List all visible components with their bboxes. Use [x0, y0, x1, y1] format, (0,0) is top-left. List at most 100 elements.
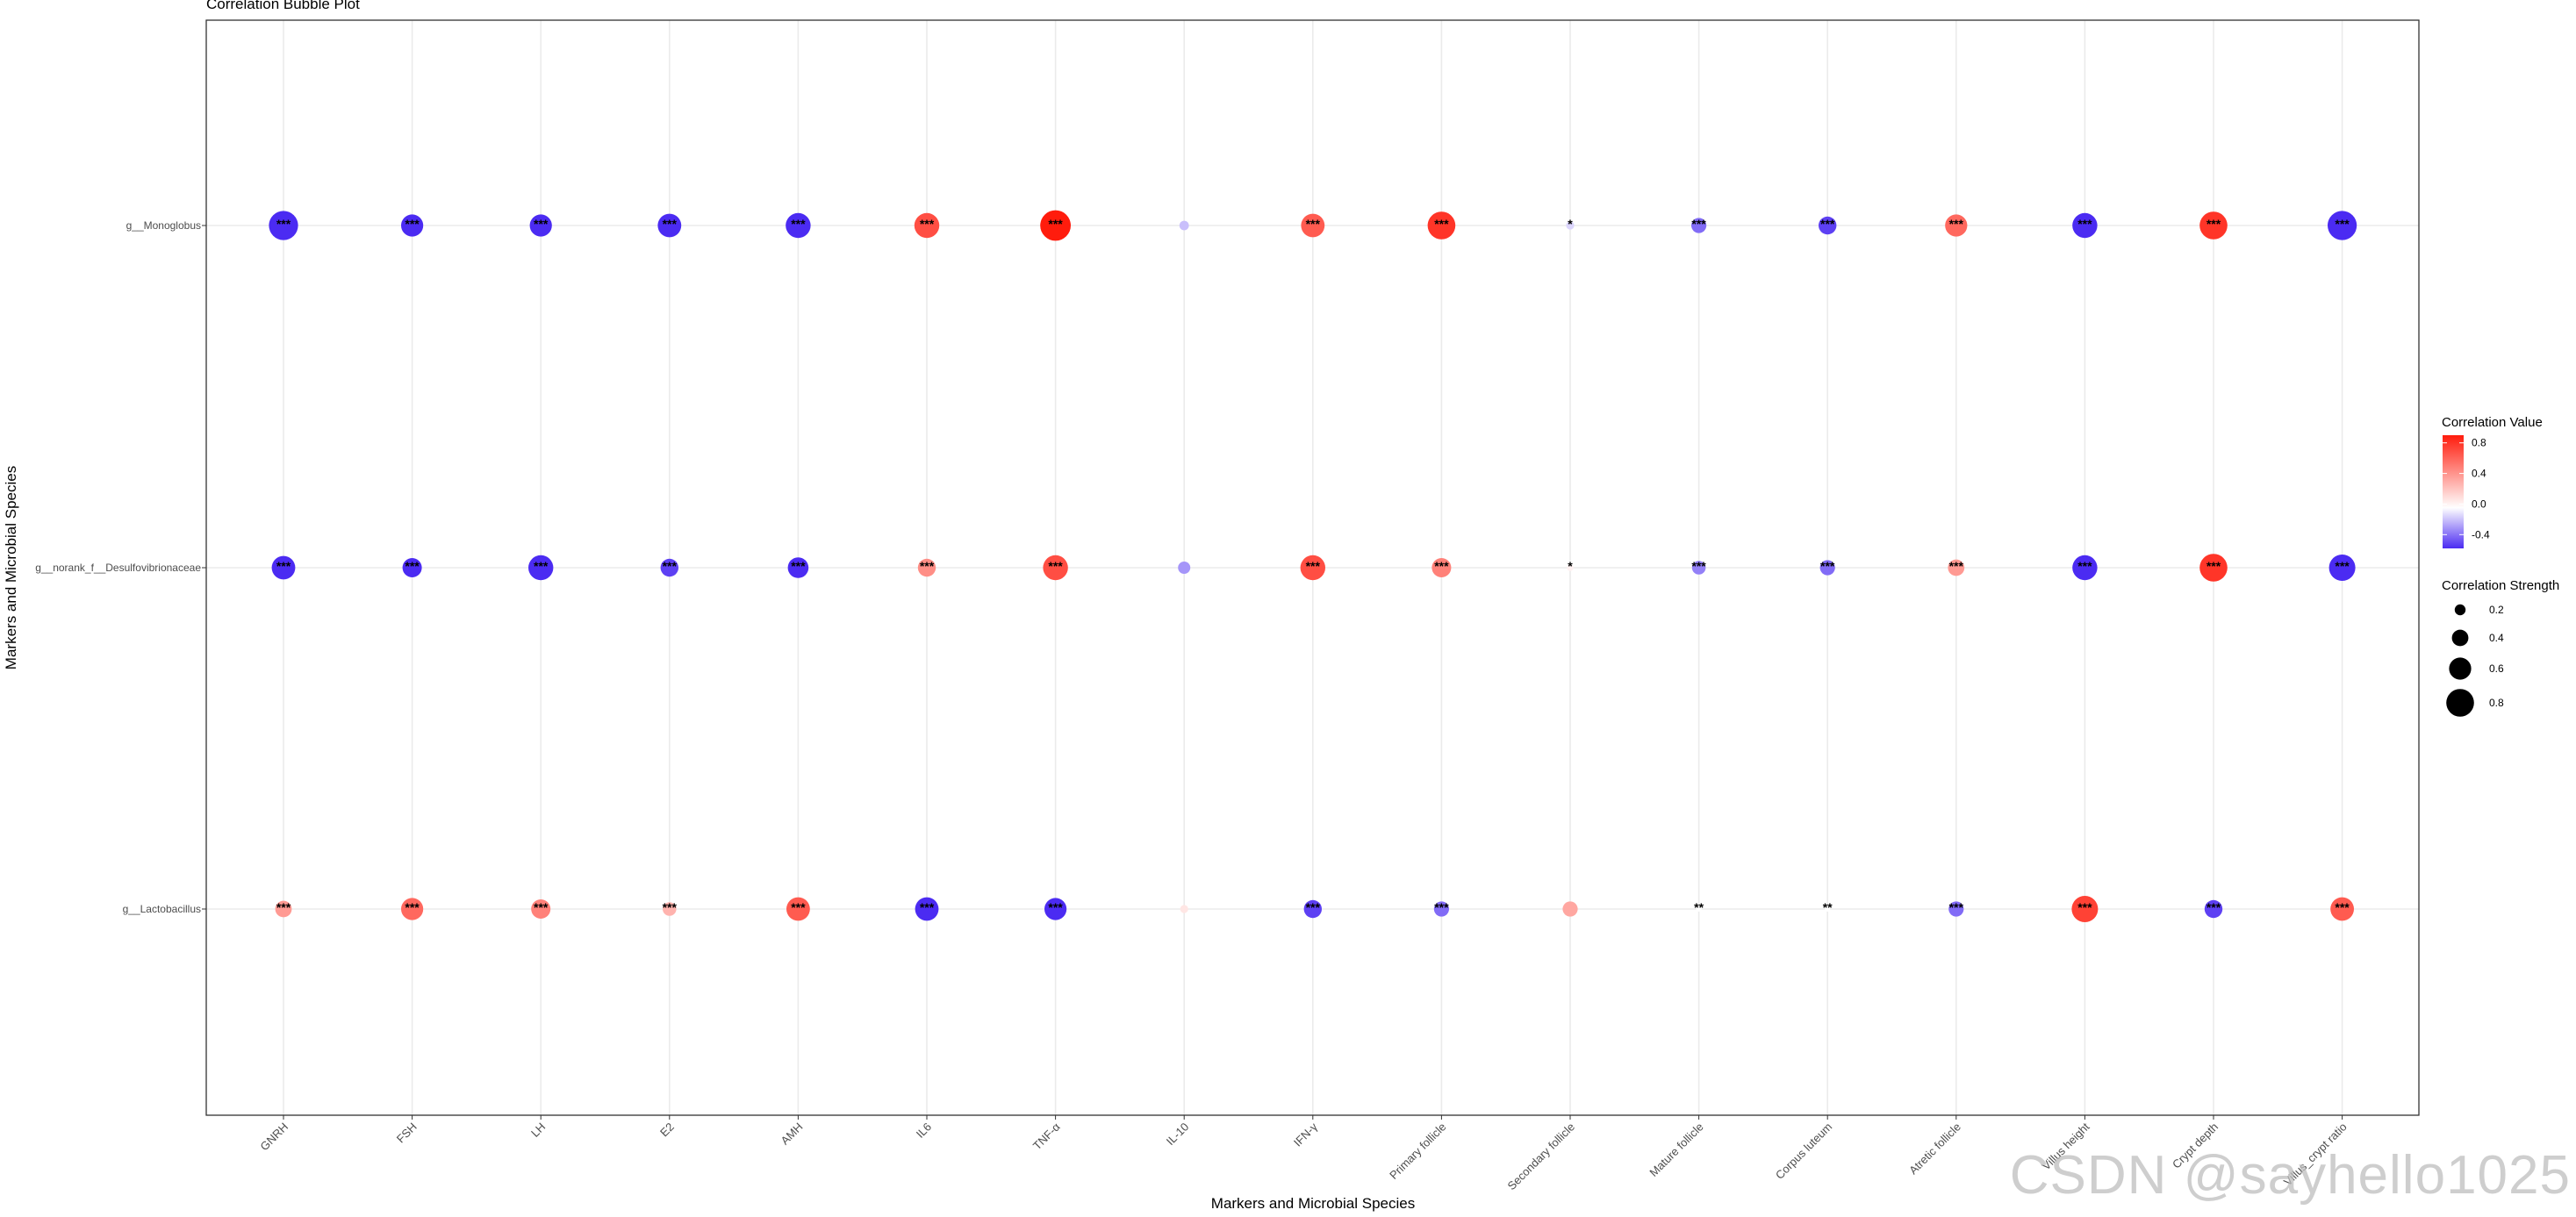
bubble-point	[1044, 898, 1067, 920]
x-tick-label: TNF-α	[1030, 1120, 1063, 1152]
significance-label: ***	[920, 559, 935, 573]
significance-label: ***	[405, 900, 420, 914]
significance-label: ***	[791, 217, 806, 231]
significance-label: ***	[663, 900, 678, 914]
significance-label: ***	[1048, 217, 1063, 231]
color-legend-title: Correlation Value	[2442, 415, 2543, 430]
significance-label: **	[1694, 900, 1704, 914]
significance-label: *	[1568, 559, 1573, 573]
significance-label: ***	[1691, 217, 1706, 231]
significance-label: ***	[2335, 900, 2350, 914]
bubble-point	[1427, 211, 1456, 240]
bubble-point	[1433, 901, 1449, 917]
size-legend-label: 0.6	[2489, 662, 2504, 675]
bubble-point	[1696, 906, 1702, 912]
bubble-point	[2204, 899, 2223, 919]
bubble-point	[1691, 218, 1707, 233]
significance-label: ***	[534, 559, 549, 573]
bubble-point	[1567, 564, 1574, 571]
significance-label: ***	[534, 900, 549, 914]
size-legend-title: Correlation Strength	[2442, 578, 2559, 593]
significance-label: ***	[791, 900, 806, 914]
bubble-point	[401, 214, 424, 237]
x-tick-label: FSH	[394, 1120, 420, 1146]
bubble-point	[1301, 213, 1325, 238]
bubble-point	[663, 902, 677, 916]
significance-label: **	[1823, 900, 1833, 914]
x-tick-label: LH	[528, 1120, 548, 1140]
x-tick-label: IL-10	[1164, 1120, 1192, 1149]
significance-label: ***	[2335, 559, 2350, 573]
significance-label: ***	[1949, 217, 1964, 231]
x-tick-label: Mature follicle	[1647, 1120, 1705, 1179]
significance-label: ***	[405, 559, 420, 573]
x-tick-label: IFN-γ	[1291, 1120, 1320, 1149]
bubble-point	[2072, 212, 2098, 239]
significance-label: ***	[2206, 559, 2221, 573]
x-tick-label: Primary follicle	[1387, 1120, 1448, 1182]
x-tick-label: AMH	[778, 1120, 805, 1148]
bubble-point	[914, 212, 940, 239]
significance-label: ***	[920, 217, 935, 231]
bubble-point	[1562, 901, 1578, 917]
significance-label: ***	[276, 900, 291, 914]
significance-label: ***	[663, 559, 678, 573]
significance-label: ***	[276, 217, 291, 231]
size-legend-key	[2446, 689, 2474, 717]
bubble-point	[528, 555, 554, 581]
color-legend-label: 0.0	[2472, 498, 2486, 510]
bubble-point	[1945, 214, 1968, 237]
x-tick-label: GNRH	[257, 1120, 291, 1154]
bubble-point	[915, 897, 939, 921]
bubble-point	[275, 900, 292, 918]
bubble-point	[1691, 561, 1706, 575]
chart-title: Correlation Bubble Plot	[206, 0, 360, 12]
significance-label: ***	[1691, 559, 1706, 573]
significance-label: ***	[405, 217, 420, 231]
significance-label: ***	[920, 900, 935, 914]
bubble-point	[269, 211, 298, 240]
y-tick-label: g__norank_f__Desulfovibrionaceae	[35, 562, 201, 574]
bubble-point	[1043, 555, 1068, 581]
bubble-point	[1948, 559, 1965, 576]
x-tick-label: Atretic follicle	[1906, 1120, 1963, 1178]
x-tick-label: Corpus luteum	[1773, 1120, 1834, 1182]
significance-label: ***	[1048, 559, 1063, 573]
y-tick-labels: g__Monoglobus g__norank_f__Desulfovibrion…	[35, 219, 206, 915]
bubble-point	[1432, 558, 1452, 577]
bubble-point	[2199, 211, 2228, 240]
bubble-point	[1178, 562, 1191, 574]
bubble-point	[1825, 906, 1831, 912]
significance-label: ***	[276, 559, 291, 573]
bubble-point	[660, 558, 678, 577]
y-tick-label: g__Lactobacillus	[123, 903, 201, 915]
bubble-point	[1948, 901, 1964, 917]
bubble-point	[2328, 555, 2356, 581]
color-legend-label: 0.8	[2472, 437, 2486, 449]
significance-label: ***	[2206, 900, 2221, 914]
significance-label: ***	[1048, 900, 1063, 914]
bubble-point	[1180, 905, 1188, 913]
bubble-point	[2328, 211, 2357, 240]
bubble-point	[2330, 897, 2355, 921]
size-legend: Correlation Strength 0.2 0.4 0.6 0.8	[2442, 578, 2559, 717]
size-legend-label: 0.4	[2489, 632, 2504, 644]
significance-label: ***	[1434, 559, 1449, 573]
color-legend-bar	[2443, 435, 2464, 548]
bubble-point	[2072, 555, 2098, 581]
bubble-point	[786, 212, 811, 239]
significance-label: ***	[1949, 900, 1964, 914]
bubble-point	[786, 897, 810, 921]
bubble-point	[2199, 554, 2228, 582]
significance-label: ***	[2077, 217, 2092, 231]
bubble-point	[1300, 555, 1326, 581]
significance-label: *	[1568, 217, 1573, 231]
significance-label: ***	[791, 559, 806, 573]
bubble-point	[1303, 899, 1323, 919]
bubble-point	[271, 555, 296, 580]
bubble-point	[401, 898, 424, 920]
size-legend-label: 0.8	[2489, 697, 2504, 709]
y-tick-label: g__Monoglobus	[126, 219, 201, 232]
significance-label: ***	[1434, 900, 1449, 914]
